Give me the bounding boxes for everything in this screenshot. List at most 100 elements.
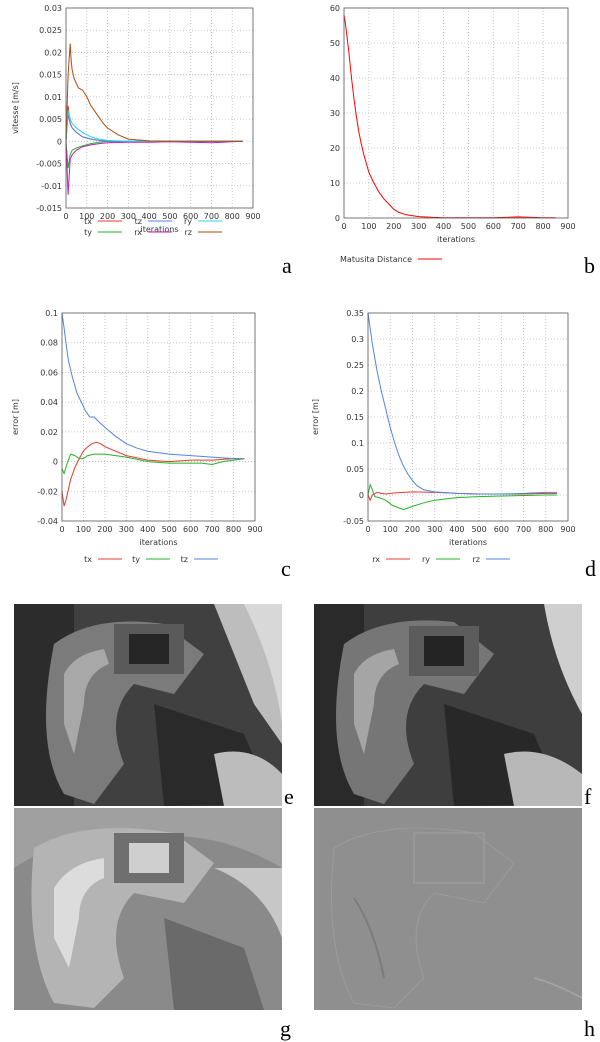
series-line-tx [61, 441, 245, 507]
legend-label: ty [132, 555, 140, 564]
legend-label: rx [372, 555, 380, 564]
x-tick-label: 400 [140, 525, 155, 534]
x-tick-label: 900 [560, 525, 575, 534]
y-tick-label: 0.015 [39, 71, 62, 80]
x-tick-label: 800 [226, 525, 241, 534]
x-tick-label: 100 [383, 525, 398, 534]
y-tick-label: 0.35 [346, 309, 364, 318]
x-axis-label: iterations [140, 538, 178, 547]
panel-letter-a: a [282, 253, 292, 278]
y-tick-label: 0.02 [44, 48, 62, 57]
y-tick-label: 0.08 [40, 339, 58, 348]
x-tick-label: 0 [341, 222, 346, 231]
y-tick-label: 0.02 [40, 428, 58, 437]
y-axis-label: error [m] [11, 399, 20, 435]
x-tick-label: 700 [204, 525, 219, 534]
plot-frame [65, 7, 254, 209]
x-tick-label: 200 [386, 222, 401, 231]
x-tick-label: 700 [516, 525, 531, 534]
x-axis-label: iterations [437, 235, 475, 244]
x-tick-label: 100 [76, 525, 91, 534]
x-tick-label: 100 [361, 222, 376, 231]
panel-letter-d: d [585, 556, 596, 581]
y-tick-label: 0 [53, 458, 58, 467]
y-tick-label: 0 [57, 137, 62, 146]
y-tick-label: 40 [330, 74, 340, 83]
panel-letter-g: g [280, 1016, 291, 1041]
legend-label: ty [84, 228, 92, 237]
x-tick-label: 500 [162, 525, 177, 534]
panel-letter-b: b [584, 253, 595, 278]
y-tick-label: 0.04 [40, 398, 58, 407]
series-line-ty [61, 453, 245, 475]
x-tick-label: 400 [436, 222, 451, 231]
image-e-aerial-photo [14, 604, 282, 806]
y-tick-label: 0.01 [44, 93, 62, 102]
x-tick-label: 600 [183, 212, 198, 221]
image-f-aerial-photo [314, 604, 582, 806]
y-tick-label: 0.005 [39, 115, 62, 124]
panel-letter-h: h [584, 1016, 595, 1041]
chart-b: 0 100 200 300 400 500 600 700 800 900 0 10 20 30 40 50 6… [330, 4, 576, 264]
y-tick-label: -0.015 [36, 204, 62, 213]
y-tick-label: 50 [330, 39, 340, 48]
x-tick-label: 200 [97, 525, 112, 534]
y-tick-label: -0.04 [37, 517, 58, 526]
y-tick-label: 0.15 [346, 413, 364, 422]
y-axis-label: vitesse [m/s] [11, 82, 20, 134]
x-tick-label: 500 [471, 525, 486, 534]
y-tick-label: 0.2 [351, 387, 364, 396]
x-tick-label: 900 [245, 212, 260, 221]
image-g-difference-image [14, 808, 282, 1010]
y-tick-label: 0.1 [45, 309, 58, 318]
series-line-rx [65, 140, 243, 195]
x-tick-label: 400 [449, 525, 464, 534]
y-tick-label: 0.05 [346, 465, 364, 474]
chart-a-panel: 0 100 200 300 400 500 600 700 800 900 -0.015 -0.01 -… [0, 0, 270, 282]
series-line-rz [65, 43, 243, 142]
y-tick-label: 0 [359, 491, 364, 500]
y-tick-label: 0.025 [39, 26, 62, 35]
x-tick-label: 600 [486, 222, 501, 231]
image-h-difference-image [314, 808, 582, 1010]
x-tick-label: 900 [560, 222, 575, 231]
plot-frame [343, 7, 569, 219]
legend-label: tx [84, 555, 92, 564]
legend-label: rx [134, 228, 142, 237]
legend-label: ry [184, 217, 192, 226]
panel-letter-e: e [284, 784, 294, 809]
x-tick-label: 400 [141, 212, 156, 221]
x-tick-label: 0 [365, 525, 370, 534]
x-tick-label: 100 [79, 212, 94, 221]
y-tick-label: 0.25 [346, 361, 364, 370]
y-tick-label: 0 [335, 214, 340, 223]
x-tick-label: 800 [538, 525, 553, 534]
panel-letter-f: f [584, 784, 592, 809]
x-tick-label: 500 [461, 222, 476, 231]
series-line-tz [61, 312, 245, 460]
y-tick-label: 0.3 [351, 335, 364, 344]
legend-label: ry [422, 555, 430, 564]
y-tick-label: -0.05 [343, 517, 364, 526]
legend-label: rz [473, 555, 481, 564]
chart-d: 0 100 200 300 400 500 600 700 800 900-0.0500.050.… [311, 309, 576, 564]
series-line-tx [65, 105, 243, 142]
x-tick-label: 300 [119, 525, 134, 534]
plot-frame [61, 312, 256, 522]
chart-c: 0 100 200 300 400 500 600 700 800 900 -0.04 -0.02 0 0… [11, 309, 263, 564]
x-tick-label: 700 [204, 212, 219, 221]
x-tick-label: 800 [535, 222, 550, 231]
x-tick-label: 500 [162, 212, 177, 221]
y-tick-label: 30 [330, 109, 340, 118]
y-tick-label: 10 [330, 179, 340, 188]
x-tick-label: 600 [183, 525, 198, 534]
x-tick-label: 900 [247, 525, 262, 534]
panel-letter-c: c [281, 556, 291, 581]
x-tick-label: 300 [427, 525, 442, 534]
chart-b-panel: 0 100 200 300 400 500 600 700 800 900 0 10 20 30 40 50 6… [300, 0, 580, 282]
x-tick-label: 200 [405, 525, 420, 534]
y-tick-label: -0.01 [41, 182, 62, 191]
y-tick-label: -0.005 [36, 160, 62, 169]
y-tick-label: 0.03 [44, 4, 62, 13]
legend-label: tz [135, 217, 142, 226]
